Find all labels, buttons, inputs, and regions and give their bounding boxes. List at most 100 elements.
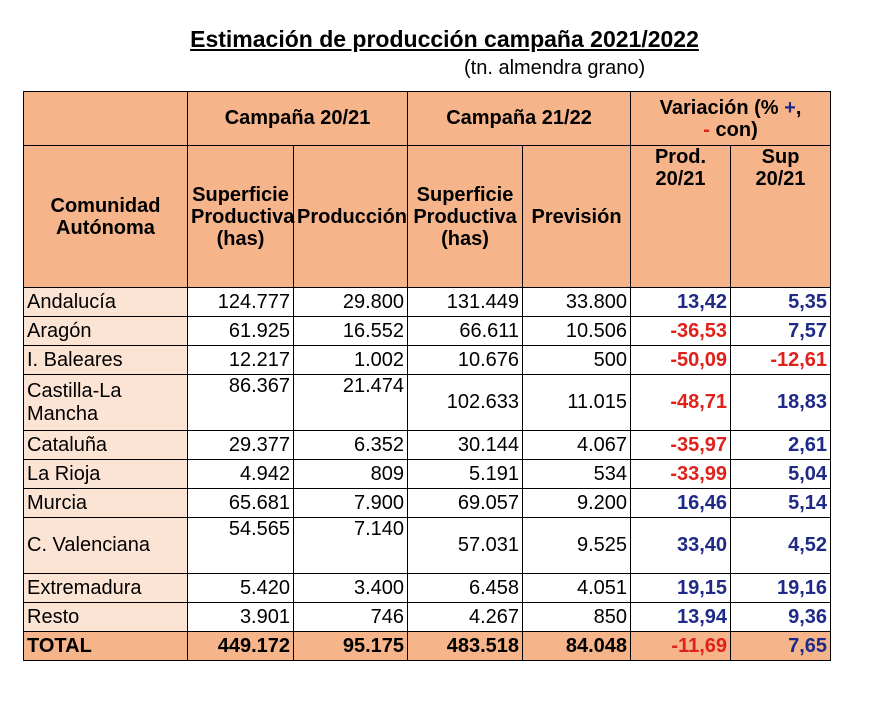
cell-prev: 11.015 bbox=[522, 374, 632, 431]
region-label: Cataluña bbox=[23, 430, 188, 460]
cell-var-sup: 2,61 bbox=[730, 430, 832, 460]
cell-var-sup: 5,04 bbox=[730, 459, 832, 489]
cell-sup2122: 30.144 bbox=[407, 430, 524, 460]
table-row: Extremadura 5.420 3.400 6.458 4.051 19,15 19,1… bbox=[23, 573, 832, 603]
total-var-sup: 7,65 bbox=[730, 631, 832, 661]
cell-prod2021: 21.474 bbox=[292, 374, 409, 431]
header-superficie-2122: Superficie Productiva (has) bbox=[407, 145, 524, 288]
cell-var-sup: 4,52 bbox=[730, 517, 832, 574]
region-label: C. Valenciana bbox=[23, 517, 188, 574]
region-label: Castilla-La Mancha bbox=[23, 374, 188, 431]
cell-prod2021: 29.800 bbox=[292, 287, 409, 317]
table-row: Andalucía 124.777 29.800 131.449 33.800 13,42… bbox=[23, 287, 832, 317]
region-label: Extremadura bbox=[23, 573, 188, 603]
cell-var-prod: -33,99 bbox=[630, 459, 732, 489]
cell-var-prod: -48,71 bbox=[630, 374, 732, 431]
variacion-comma: , bbox=[795, 96, 802, 119]
cell-sup2122: 66.611 bbox=[407, 316, 524, 346]
cell-prev: 9.525 bbox=[522, 517, 632, 574]
production-table: Campaña 20/21 Campaña 21/22 Variación (%… bbox=[23, 91, 832, 661]
total-var-prod: -11,69 bbox=[630, 631, 732, 661]
cell-var-sup: 5,35 bbox=[730, 287, 832, 317]
cell-var-prod: 13,42 bbox=[630, 287, 732, 317]
table-row: Aragón 61.925 16.552 66.611 10.506 -36,53 7,57 bbox=[23, 316, 832, 346]
header-variacion: Variación (% +, - con) bbox=[630, 91, 832, 146]
cell-sup2122: 131.449 bbox=[407, 287, 524, 317]
cell-prod2021: 746 bbox=[292, 602, 409, 632]
region-label: Aragón bbox=[23, 316, 188, 346]
cell-sup2122: 69.057 bbox=[407, 488, 524, 518]
cell-sup2122: 4.267 bbox=[407, 602, 524, 632]
total-prev: 84.048 bbox=[522, 631, 632, 661]
cell-sup2122: 10.676 bbox=[407, 345, 524, 375]
cell-var-sup: 7,57 bbox=[730, 316, 832, 346]
cell-prod2021: 7.900 bbox=[292, 488, 409, 518]
cell-prev: 10.506 bbox=[522, 316, 632, 346]
cell-sup2021: 65.681 bbox=[187, 488, 294, 518]
cell-prod2021: 6.352 bbox=[292, 430, 409, 460]
region-label: Murcia bbox=[23, 488, 188, 518]
cell-var-sup: 9,36 bbox=[730, 602, 832, 632]
variacion-prefix: Variación (% bbox=[659, 96, 779, 119]
header-campana-2021: Campaña 20/21 bbox=[186, 91, 409, 146]
cell-prev: 4.051 bbox=[522, 573, 632, 603]
cell-sup2122: 102.633 bbox=[407, 374, 524, 431]
cell-sup2021: 4.942 bbox=[187, 459, 294, 489]
cell-sup2021: 61.925 bbox=[187, 316, 294, 346]
header-var-sup: Sup 20/21 bbox=[730, 145, 832, 288]
header-campana-2122: Campaña 21/22 bbox=[407, 91, 632, 146]
cell-prev: 500 bbox=[522, 345, 632, 375]
cell-var-prod: -35,97 bbox=[630, 430, 732, 460]
region-label: Resto bbox=[23, 602, 188, 632]
region-label: Andalucía bbox=[23, 287, 188, 317]
header-comunidad: Comunidad Autónoma bbox=[23, 145, 188, 288]
header-empty-cell bbox=[23, 91, 188, 146]
cell-var-sup: 18,83 bbox=[730, 374, 832, 431]
cell-sup2021: 124.777 bbox=[187, 287, 294, 317]
header-produccion-2021: Producción bbox=[292, 145, 409, 288]
total-prod2021: 95.175 bbox=[292, 631, 409, 661]
total-sup2021: 449.172 bbox=[187, 631, 294, 661]
cell-var-prod: 19,15 bbox=[630, 573, 732, 603]
header-var-prod: Prod. 20/21 bbox=[630, 145, 732, 288]
total-label: TOTAL bbox=[23, 631, 188, 661]
cell-prod2021: 809 bbox=[292, 459, 409, 489]
cell-var-sup: -12,61 bbox=[730, 345, 832, 375]
cell-sup2021: 12.217 bbox=[187, 345, 294, 375]
cell-var-prod: -36,53 bbox=[630, 316, 732, 346]
variacion-plus: + bbox=[784, 96, 796, 119]
cell-sup2021: 3.901 bbox=[187, 602, 294, 632]
cell-sup2122: 57.031 bbox=[407, 517, 524, 574]
page-title: Estimación de producción campaña 2021/20… bbox=[190, 26, 699, 52]
table-body: Andalucía 124.777 29.800 131.449 33.800 13,42… bbox=[23, 287, 832, 632]
region-label: La Rioja bbox=[23, 459, 188, 489]
header-superficie-2021: Superficie Productiva (has) bbox=[187, 145, 294, 288]
cell-sup2122: 6.458 bbox=[407, 573, 524, 603]
table-row: Cataluña 29.377 6.352 30.144 4.067 -35,97 2,61 bbox=[23, 430, 832, 460]
page-subtitle: (tn. almendra grano) bbox=[464, 57, 646, 79]
cell-var-prod: 16,46 bbox=[630, 488, 732, 518]
cell-prev: 534 bbox=[522, 459, 632, 489]
variacion-suffix: con) bbox=[715, 118, 758, 141]
cell-var-prod: 33,40 bbox=[630, 517, 732, 574]
table-row: Castilla-La Mancha 86.367 21.474 102.633 11.… bbox=[23, 374, 832, 431]
cell-sup2021: 86.367 bbox=[187, 374, 294, 431]
cell-sup2122: 5.191 bbox=[407, 459, 524, 489]
cell-sup2021: 29.377 bbox=[187, 430, 294, 460]
cell-prod2021: 3.400 bbox=[292, 573, 409, 603]
table-row: La Rioja 4.942 809 5.191 534 -33,99 5,04 bbox=[23, 459, 832, 489]
table-row: I. Baleares 12.217 1.002 10.676 500 -50,09 -12… bbox=[23, 345, 832, 375]
cell-prod2021: 16.552 bbox=[292, 316, 409, 346]
cell-prod2021: 7.140 bbox=[292, 517, 409, 574]
cell-prev: 850 bbox=[522, 602, 632, 632]
region-label: I. Baleares bbox=[23, 345, 188, 375]
cell-prod2021: 1.002 bbox=[292, 345, 409, 375]
cell-var-sup: 19,16 bbox=[730, 573, 832, 603]
cell-prev: 33.800 bbox=[522, 287, 632, 317]
total-sup2122: 483.518 bbox=[407, 631, 524, 661]
cell-prev: 4.067 bbox=[522, 430, 632, 460]
cell-var-sup: 5,14 bbox=[730, 488, 832, 518]
table-row: Resto 3.901 746 4.267 850 13,94 9,36 bbox=[23, 602, 832, 632]
cell-var-prod: -50,09 bbox=[630, 345, 732, 375]
header-prevision: Previsión bbox=[522, 145, 632, 288]
